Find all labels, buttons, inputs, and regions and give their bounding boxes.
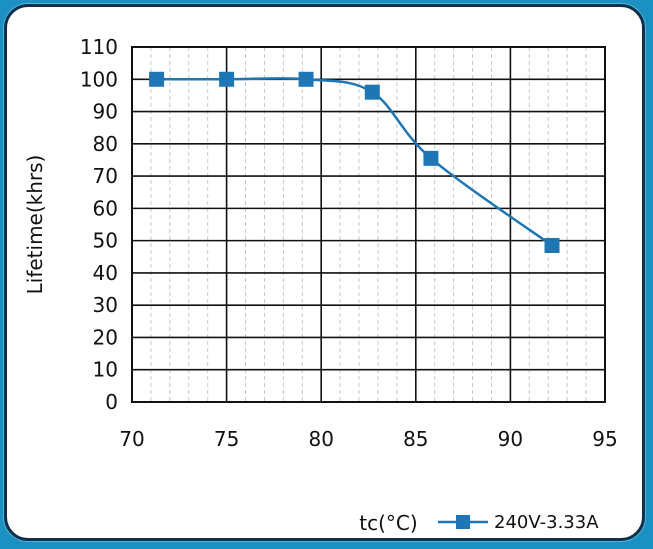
series-line: [156, 77, 553, 247]
series-layer: [149, 71, 560, 253]
data-point-marker: [423, 150, 439, 166]
x-tick-label: 70: [119, 427, 144, 451]
y-tick-label: 10: [93, 358, 118, 382]
y-tick-label: 60: [93, 196, 118, 220]
major-grid: [131, 46, 606, 403]
y-axis-title: Lifetime(khrs): [23, 155, 47, 295]
y-tick-label: 50: [93, 229, 118, 253]
plot-area-border: [131, 46, 606, 403]
legend-marker: [456, 515, 470, 529]
x-tick-label: 95: [592, 427, 617, 451]
y-tick-label: 70: [93, 164, 118, 188]
legend: 240V-3.33A: [438, 512, 599, 533]
x-tick-label: 80: [308, 427, 333, 451]
y-tick-label: 0: [105, 390, 118, 414]
legend-label: 240V-3.33A: [494, 512, 599, 533]
y-tick-label: 40: [93, 261, 118, 285]
data-point-marker: [364, 84, 380, 100]
y-tick-label: 100: [80, 67, 118, 91]
data-point-marker: [544, 237, 560, 253]
x-axis-ticks: 70 75 80 85 90 95: [119, 427, 617, 451]
x-tick-label: 90: [498, 427, 523, 451]
y-axis-ticks: 0 10 20 30 40 50 60 70 80 90 100 110: [80, 35, 118, 414]
data-point-marker: [298, 71, 314, 87]
y-tick-label: 110: [80, 35, 118, 59]
x-tick-label: 85: [403, 427, 428, 451]
y-tick-label: 30: [93, 293, 118, 317]
y-tick-label: 90: [93, 100, 118, 124]
data-point-marker: [149, 71, 165, 87]
y-tick-label: 20: [93, 325, 118, 349]
minor-grid: [150, 47, 587, 402]
x-axis-title: tc(°C): [359, 511, 417, 535]
y-tick-label: 80: [93, 132, 118, 156]
data-point-marker: [219, 71, 235, 87]
x-tick-label: 75: [214, 427, 239, 451]
